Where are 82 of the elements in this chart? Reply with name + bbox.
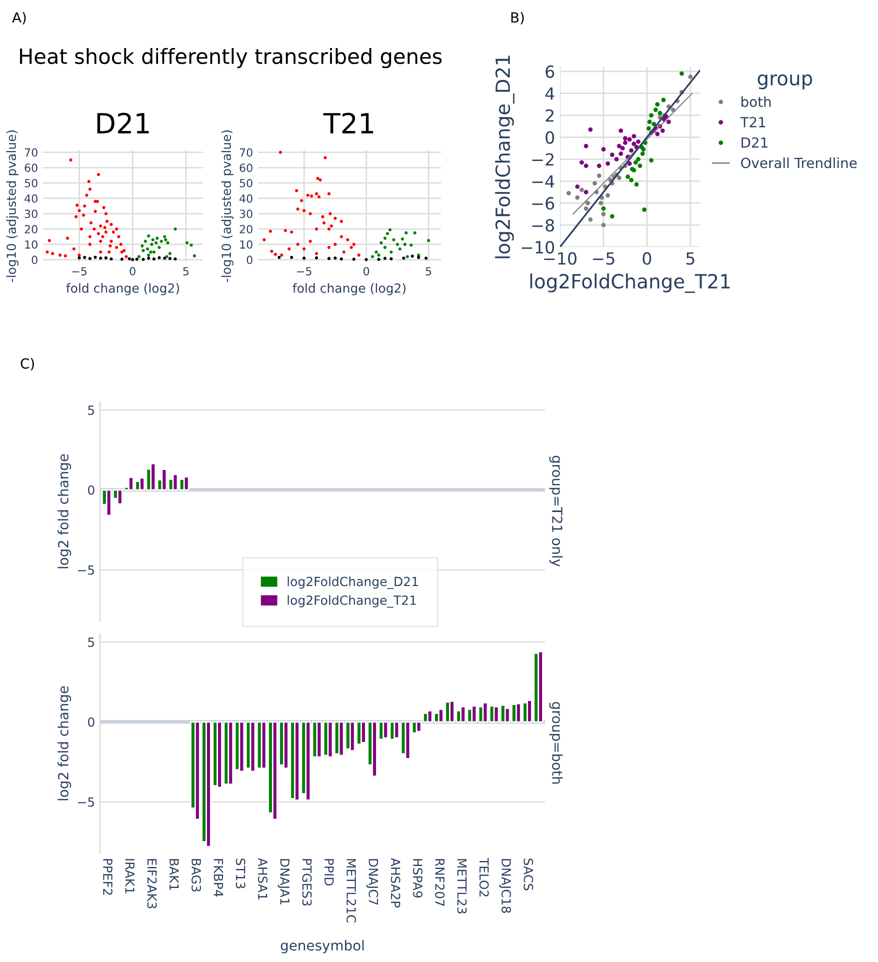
- x-tick-label: TELO2: [479, 858, 489, 896]
- text: C): [20, 358, 34, 370]
- y-tick-label: 40: [240, 194, 252, 203]
- x-tick-label: DNAJC18: [499, 859, 511, 913]
- x-tick-label: PPID: [324, 859, 334, 886]
- y-tick-label: 70: [240, 148, 252, 157]
- y-tick-label: 10: [240, 240, 252, 249]
- chart-title: T21: [323, 112, 374, 134]
- x-tick-label: IRAK1: [125, 859, 134, 894]
- text: group=both: [549, 702, 563, 784]
- x-tick-label: PPEF2: [103, 859, 112, 895]
- x-tick-label: ST13: [236, 858, 246, 888]
- x-tick-label: FKBP4: [214, 859, 223, 897]
- y-axis-title: -log10 (adjusted pvalue): [221, 130, 234, 282]
- legend-label: Overall Trendline: [741, 157, 857, 168]
- y-tick-label: −10: [522, 240, 554, 254]
- y-tick-label: 0: [546, 131, 554, 144]
- y-axis-title: log2 fold change: [58, 686, 72, 800]
- x-tick-label: −5: [297, 267, 312, 276]
- y-tick-label: 5: [88, 406, 94, 415]
- y-tick-label: 4: [545, 88, 554, 100]
- x-tick-label: 0: [364, 267, 370, 276]
- x-tick-label: 5: [426, 267, 432, 276]
- y-axis-title: log2 fold change: [58, 454, 72, 568]
- y-tick-label: 0: [88, 485, 94, 495]
- x-axis-title: genesymbol: [280, 940, 364, 954]
- chart-title: D21: [97, 112, 149, 134]
- x-axis-title: log2FoldChange_T21: [530, 274, 730, 293]
- x-tick-label: 0: [642, 252, 652, 265]
- x-tick-label: AHSA2P: [390, 858, 400, 908]
- x-tick-label: BAK1: [170, 859, 179, 890]
- legend-label: both: [742, 96, 771, 108]
- x-tick-label: SACS: [524, 858, 534, 890]
- y-tick-label: 0: [88, 717, 94, 727]
- text: B): [511, 12, 524, 24]
- x-tick-label: DNAJA1: [278, 859, 290, 904]
- x-tick-label: METTL23: [457, 859, 467, 914]
- x-tick-label: HSPA9: [412, 859, 422, 898]
- y-tick-label: 50: [24, 178, 38, 188]
- y-tick-label: 2: [546, 109, 554, 122]
- y-axis-title: log2FoldChange_D21: [495, 56, 514, 258]
- y-tick-label: −4: [532, 175, 554, 188]
- y-tick-label: −5: [78, 797, 94, 807]
- x-tick-label: 5: [686, 252, 694, 265]
- y-tick-label: 5: [88, 638, 94, 647]
- text: group=T21 only: [549, 456, 563, 567]
- x-tick-label: −5: [592, 252, 614, 265]
- x-tick-label: EIF2AK3: [147, 859, 157, 908]
- y-tick-label: 60: [24, 164, 38, 172]
- y-tick-label: 10: [25, 240, 38, 249]
- x-axis-title: fold change (log2): [292, 283, 406, 296]
- y-tick-label: −5: [78, 565, 94, 575]
- y-axis-title: -log10 (adjusted pvalue): [6, 130, 18, 282]
- y-tick-label: 30: [240, 210, 252, 218]
- y-tick-label: 20: [24, 224, 38, 234]
- legend-label: log2FoldChange_D21: [288, 576, 418, 589]
- y-tick-label: 70: [24, 148, 38, 157]
- x-tick-label: AHSA1: [258, 858, 268, 900]
- x-tick-label: DNAJC7: [366, 859, 378, 905]
- y-tick-label: −8: [532, 219, 554, 232]
- y-tick-label: −2: [532, 153, 554, 166]
- x-tick-label: METTL21C: [346, 859, 356, 923]
- x-tick-label: −5: [72, 267, 86, 276]
- text: A): [12, 12, 26, 24]
- legend-label: T21: [740, 116, 766, 128]
- x-tick-label: 0: [130, 267, 136, 276]
- text: Heat shock differently transcribed genes: [20, 48, 442, 68]
- x-tick-label: RNF207: [435, 859, 445, 906]
- legend-label: log2FoldChange_T21: [288, 595, 416, 608]
- x-tick-label: PTGES3: [302, 859, 312, 906]
- y-tick-label: 50: [240, 178, 252, 188]
- x-axis-title: fold change (log2): [66, 283, 180, 296]
- x-tick-label: BAG3: [192, 859, 202, 892]
- y-tick-label: 6: [546, 65, 554, 78]
- y-tick-label: 20: [240, 224, 252, 234]
- y-tick-label: −6: [532, 197, 554, 210]
- legend-label: D21: [742, 137, 768, 148]
- y-tick-label: 30: [24, 210, 38, 218]
- y-tick-label: 40: [24, 194, 38, 203]
- x-tick-label: 5: [183, 267, 188, 276]
- y-tick-label: 60: [240, 164, 252, 172]
- legend-title: group: [758, 74, 812, 90]
